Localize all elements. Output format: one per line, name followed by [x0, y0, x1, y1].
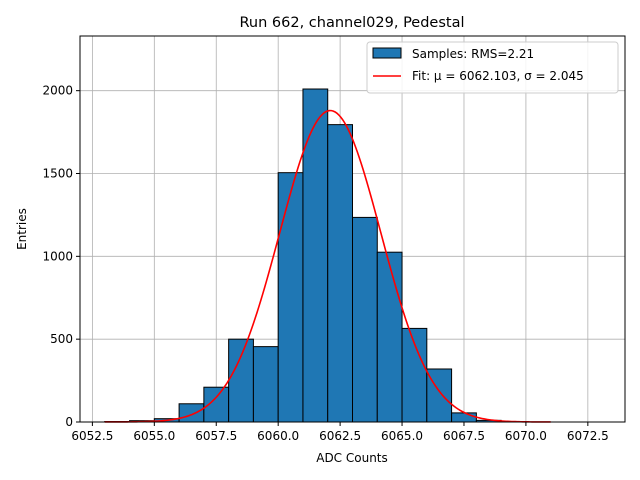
x-tick-label: 6052.5	[71, 429, 113, 443]
legend: Samples: RMS=2.21 Fit: μ = 6062.103, σ =…	[366, 41, 619, 94]
legend-label-fit: Fit: μ = 6062.103, σ = 2.045	[412, 69, 584, 83]
histogram-bar	[277, 172, 304, 423]
fit-curve	[104, 109, 551, 423]
histogram-bar	[327, 124, 353, 423]
histogram-bar	[252, 346, 279, 423]
histogram-bar	[352, 216, 378, 423]
x-tick-label: 6065.0	[381, 429, 423, 443]
legend-bar-swatch	[372, 47, 402, 59]
histogram-bars	[104, 88, 527, 423]
y-tick-label: 1500	[42, 167, 73, 181]
x-tick-label: 6057.5	[195, 429, 237, 443]
legend-label-samples: Samples: RMS=2.21	[412, 47, 534, 61]
x-tick-label: 6062.5	[319, 429, 361, 443]
y-axis-label: Entries	[15, 208, 29, 250]
x-tick-label: 6070.0	[505, 429, 547, 443]
y-tick-label: 2000	[42, 84, 73, 98]
histogram-bar	[178, 403, 205, 423]
chart-title: Run 662, channel029, Pedestal	[239, 15, 464, 31]
y-tick-label: 1000	[42, 249, 73, 263]
y-axis-ticks: 0 500 1000 1500 2000	[42, 84, 80, 429]
histogram-bar	[451, 412, 477, 423]
histogram-bar	[228, 338, 254, 423]
x-axis-ticks: 6052.5 6055.0 6057.5 6060.0 6062.5 6065.0 6067…	[71, 422, 609, 443]
x-tick-label: 6067.5	[443, 429, 485, 443]
legend-box	[366, 41, 619, 94]
y-tick-label: 500	[50, 332, 73, 346]
x-tick-label: 6055.0	[133, 429, 175, 443]
x-axis-label: ADC Counts	[316, 451, 388, 465]
x-tick-label: 6072.5	[567, 429, 609, 443]
y-tick-label: 0	[65, 415, 73, 429]
x-tick-label: 6060.0	[257, 429, 299, 443]
histogram-bar	[376, 251, 403, 423]
plot-frame	[79, 35, 626, 423]
histogram-bar	[302, 88, 329, 423]
